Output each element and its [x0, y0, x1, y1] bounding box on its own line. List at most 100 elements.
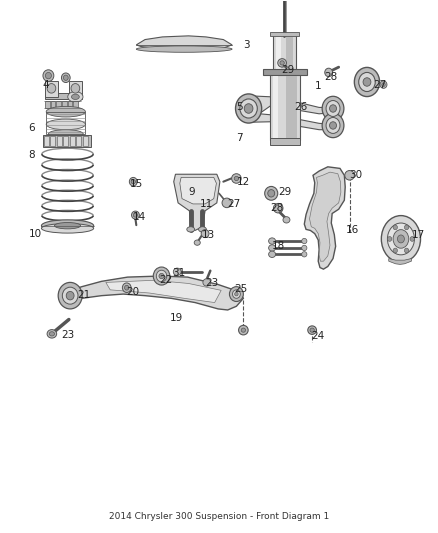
Ellipse shape: [278, 59, 286, 67]
Ellipse shape: [187, 227, 194, 232]
Polygon shape: [106, 280, 221, 303]
Bar: [57, 136, 62, 146]
Text: 27: 27: [374, 80, 387, 90]
Ellipse shape: [133, 213, 138, 217]
Text: 13: 13: [201, 230, 215, 240]
Bar: [45, 101, 49, 109]
Text: 10: 10: [28, 229, 42, 239]
Ellipse shape: [64, 75, 68, 80]
Bar: [273, 76, 278, 138]
Ellipse shape: [325, 68, 332, 77]
Polygon shape: [310, 172, 341, 261]
Bar: [50, 136, 55, 146]
Bar: [73, 101, 78, 109]
Ellipse shape: [43, 70, 54, 82]
Ellipse shape: [48, 130, 83, 138]
Ellipse shape: [308, 326, 317, 334]
Ellipse shape: [46, 119, 85, 130]
Text: 1: 1: [315, 81, 321, 91]
Ellipse shape: [159, 273, 164, 279]
Text: 19: 19: [170, 313, 184, 324]
Ellipse shape: [46, 107, 85, 117]
Ellipse shape: [393, 225, 397, 230]
Ellipse shape: [244, 104, 253, 114]
Ellipse shape: [345, 171, 354, 180]
Bar: [50, 101, 55, 109]
Ellipse shape: [129, 177, 137, 186]
Polygon shape: [249, 113, 332, 130]
Ellipse shape: [329, 122, 336, 129]
Text: 2014 Chrysler 300 Suspension - Front Diagram 1: 2014 Chrysler 300 Suspension - Front Dia…: [109, 512, 329, 521]
Polygon shape: [61, 276, 244, 310]
Text: 14: 14: [133, 212, 146, 222]
Ellipse shape: [380, 81, 387, 88]
Text: 30: 30: [350, 171, 363, 180]
Ellipse shape: [222, 198, 232, 208]
Ellipse shape: [122, 283, 131, 293]
Text: 21: 21: [77, 290, 90, 300]
Ellipse shape: [131, 211, 139, 219]
Bar: [270, 138, 300, 144]
Text: 15: 15: [130, 179, 144, 189]
Bar: [56, 101, 61, 109]
Bar: [286, 76, 297, 138]
Text: 12: 12: [237, 176, 250, 187]
Ellipse shape: [203, 279, 211, 286]
Text: 3: 3: [243, 40, 250, 50]
Text: 17: 17: [412, 230, 425, 240]
Ellipse shape: [49, 332, 54, 336]
Ellipse shape: [302, 238, 307, 244]
Ellipse shape: [322, 114, 344, 138]
Polygon shape: [136, 36, 232, 50]
Polygon shape: [389, 259, 411, 264]
Bar: [46, 112, 85, 134]
Ellipse shape: [354, 67, 380, 96]
Ellipse shape: [46, 72, 51, 79]
Ellipse shape: [268, 251, 276, 257]
Text: 20: 20: [127, 287, 140, 297]
Bar: [273, 35, 297, 71]
Ellipse shape: [381, 216, 420, 262]
Ellipse shape: [388, 237, 392, 241]
Text: 7: 7: [237, 133, 243, 143]
Text: 25: 25: [235, 284, 248, 294]
Text: 23: 23: [61, 330, 75, 341]
Bar: [45, 93, 82, 99]
Ellipse shape: [302, 245, 307, 251]
Ellipse shape: [268, 238, 276, 244]
Ellipse shape: [71, 94, 79, 100]
Ellipse shape: [201, 230, 209, 238]
Ellipse shape: [153, 267, 170, 285]
Polygon shape: [249, 96, 332, 121]
Ellipse shape: [363, 78, 371, 86]
Bar: [70, 136, 75, 146]
Ellipse shape: [62, 287, 78, 304]
Text: 29: 29: [281, 66, 294, 75]
Polygon shape: [304, 167, 345, 269]
Ellipse shape: [68, 92, 83, 102]
Text: 27: 27: [228, 199, 241, 209]
Text: 18: 18: [272, 241, 285, 252]
Ellipse shape: [136, 46, 232, 52]
Ellipse shape: [54, 222, 81, 229]
Text: 28: 28: [270, 203, 284, 213]
Ellipse shape: [42, 220, 94, 231]
Ellipse shape: [194, 240, 200, 245]
Ellipse shape: [322, 96, 344, 120]
Ellipse shape: [47, 329, 57, 338]
Text: 29: 29: [278, 187, 291, 197]
Text: 6: 6: [28, 123, 35, 133]
Ellipse shape: [382, 83, 385, 86]
Ellipse shape: [156, 270, 167, 282]
Text: 24: 24: [311, 332, 325, 342]
Text: 22: 22: [159, 274, 172, 285]
Ellipse shape: [404, 248, 409, 253]
Ellipse shape: [241, 328, 246, 332]
Text: 4: 4: [43, 79, 49, 90]
Ellipse shape: [234, 176, 239, 181]
Ellipse shape: [58, 282, 82, 309]
Bar: [76, 136, 81, 146]
Ellipse shape: [310, 328, 314, 332]
Ellipse shape: [124, 285, 129, 290]
Ellipse shape: [230, 287, 244, 302]
